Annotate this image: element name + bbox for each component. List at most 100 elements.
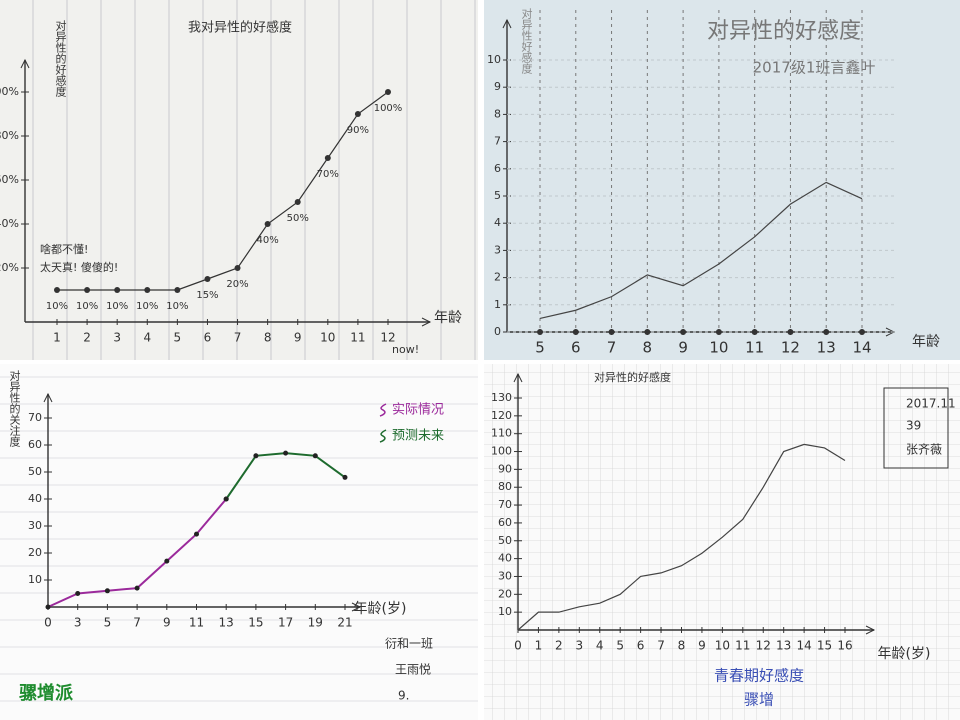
- x-tick-label: 17: [278, 616, 293, 630]
- x-tick-label: 10: [709, 339, 728, 357]
- data-point: [84, 287, 91, 293]
- chart-title: 对异性的好感度: [707, 19, 861, 44]
- y-tick-label: 100%: [0, 85, 19, 98]
- axis-dot: [715, 329, 722, 335]
- value-label: 15%: [196, 290, 218, 301]
- note: 9.: [398, 689, 409, 703]
- axis-dot: [680, 329, 687, 335]
- x-tick-label: 15: [817, 639, 832, 653]
- x-tick-label: 7: [234, 331, 242, 345]
- y-tick-label: 120: [491, 409, 512, 422]
- y-tick-label: 60: [498, 516, 512, 529]
- x-tick-label: 13: [776, 639, 791, 653]
- data-point: [194, 531, 199, 537]
- x-tick-label: 12: [380, 331, 395, 345]
- x-tick-label: 16: [837, 639, 852, 653]
- x-tick-label: 3: [74, 616, 82, 630]
- data-point: [234, 265, 241, 271]
- y-tick-label: 3: [494, 243, 501, 256]
- axis-dot: [787, 329, 794, 335]
- x-tick-label: 0: [514, 639, 522, 653]
- series-line: [517, 443, 846, 631]
- y-axis-label: 对异性的好感度: [54, 19, 67, 98]
- series-line: [57, 91, 389, 291]
- legend-swatch: [379, 429, 387, 443]
- y-tick-label: 70: [498, 498, 512, 511]
- axis-arrow: [502, 18, 512, 29]
- axis-arrow: [351, 602, 362, 612]
- x-tick-label: 1: [535, 639, 543, 653]
- axis-arrow: [513, 372, 523, 383]
- x-tick-label: 11: [735, 639, 750, 653]
- y-tick-label: 0: [494, 325, 501, 338]
- y-axis-label: 对异性的好感度: [594, 370, 671, 384]
- x-tick-label: 6: [204, 331, 212, 345]
- x-tick-label: 8: [264, 331, 272, 345]
- value-label: 20%: [226, 279, 248, 290]
- y-tick-label: 4: [494, 216, 501, 229]
- series-line: [539, 181, 863, 319]
- value-label: 70%: [317, 169, 339, 180]
- axis-arrow: [865, 625, 876, 635]
- paper-lines: [0, 0, 478, 360]
- y-tick-label: 130: [491, 391, 512, 404]
- legend-label: 预测未来: [392, 429, 444, 444]
- data-point: [354, 111, 361, 117]
- x-tick-label: 8: [678, 639, 686, 653]
- x-axis-label: 年龄: [434, 310, 462, 326]
- y-tick-label: 10: [498, 605, 512, 618]
- chart-title: 我对异性的好感度: [188, 20, 292, 36]
- legend-swatch: [379, 403, 387, 417]
- note: 39: [906, 419, 921, 433]
- x-tick-label: 3: [575, 639, 583, 653]
- x-tick-label: 13: [219, 616, 234, 630]
- data-point: [283, 450, 289, 456]
- paper-grid: [484, 364, 960, 720]
- axis-dot: [572, 329, 579, 335]
- x-tick-label: 5: [616, 639, 624, 653]
- axis-arrow: [421, 317, 432, 327]
- y-tick-label: 20: [28, 546, 42, 559]
- y-tick-label: 20: [498, 587, 512, 600]
- x-axis-label: 年龄(岁): [878, 646, 931, 662]
- x-tick-label: 7: [133, 616, 141, 630]
- chart-subtitle: 2017级1班言鑫叶: [753, 59, 876, 77]
- x-tick-label: 15: [248, 616, 263, 630]
- x-tick-label: 21: [337, 616, 352, 630]
- y-tick-label: 7: [494, 135, 501, 148]
- x-tick-label: 9: [698, 639, 706, 653]
- data-point: [134, 585, 140, 591]
- y-tick-label: 100: [491, 445, 512, 458]
- note: 王雨悦: [395, 663, 431, 677]
- data-point: [385, 89, 391, 95]
- y-tick-label: 80: [498, 480, 512, 493]
- x-tick-label: 3: [113, 331, 121, 345]
- value-label: 10%: [166, 301, 188, 312]
- gutter: [0, 360, 960, 364]
- note: 2017.11: [906, 397, 956, 411]
- data-point: [174, 287, 181, 293]
- x-tick-label: 7: [607, 339, 617, 357]
- y-tick-label: 30: [498, 569, 512, 582]
- x-tick-label: 11: [745, 339, 764, 357]
- data-point: [312, 453, 318, 459]
- data-point: [45, 604, 51, 610]
- x-tick-label: 4: [143, 331, 151, 345]
- value-label: 10%: [76, 301, 98, 312]
- x-tick-label: 11: [189, 616, 204, 630]
- y-axis-label: 对异性好感度: [520, 7, 533, 75]
- x-tick-label: 5: [535, 339, 545, 357]
- x-tick-label: 8: [643, 339, 653, 357]
- data-point: [144, 287, 151, 293]
- x-tick-label: 12: [781, 339, 800, 357]
- value-label: 10%: [106, 301, 128, 312]
- axis-dot: [644, 329, 651, 335]
- legend-label: 实际情况: [392, 403, 444, 418]
- data-point: [294, 199, 301, 205]
- data-point: [54, 287, 60, 293]
- x-tick-label: 2: [83, 331, 91, 345]
- y-tick-label: 80%: [0, 129, 19, 142]
- y-tick-label: 40: [498, 552, 512, 565]
- y-tick-label: 50: [498, 534, 512, 547]
